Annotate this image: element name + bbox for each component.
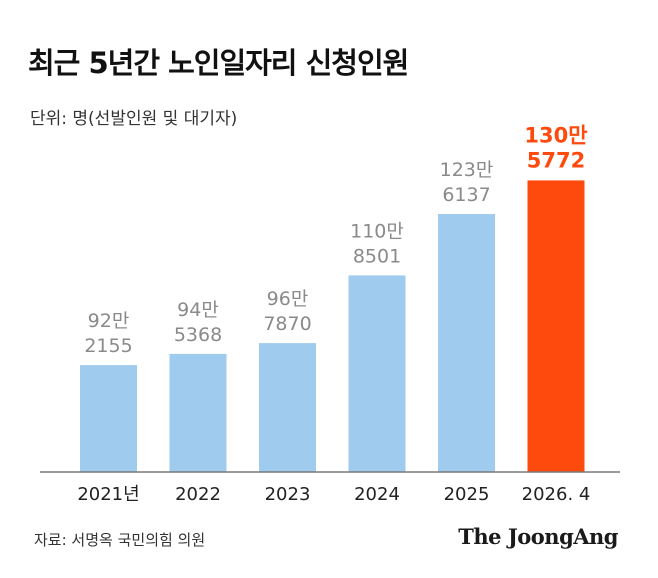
bars-group [80, 180, 585, 472]
bar-value-label: 92만 [88, 310, 130, 332]
bar-value-label: 7870 [263, 313, 311, 335]
bar [80, 365, 137, 472]
source-note: 자료: 서명옥 국민의힘 의원 [34, 531, 206, 549]
bar-value-label: 5772 [527, 148, 585, 172]
value-labels-group: 92만 2155 94만 5368 96만 7870 110만 8501 123만 6137 130… [84, 123, 587, 357]
publisher-logo: The JoongAng [458, 524, 618, 549]
bar [438, 214, 495, 472]
bar-value-label: 5368 [174, 324, 222, 346]
bar-value-label: 110만 [350, 220, 404, 242]
bar [169, 353, 227, 472]
category-labels-group: 2021년 2022 2023 2024 2025 2026. 4 [77, 484, 590, 505]
x-tick-label: 2025 [444, 484, 490, 505]
bar-value-label: 8501 [353, 245, 401, 267]
bar-value-label: 96만 [267, 288, 309, 310]
bar [527, 180, 585, 472]
bar-value-label: 6137 [442, 184, 490, 206]
unit-label: 단위: 명(선발인원 및 대기자) [30, 109, 238, 129]
bar-value-label: 130만 [524, 123, 587, 147]
x-tick-label: 2026. 4 [522, 484, 591, 505]
bar-value-label: 123만 [440, 159, 494, 181]
x-tick-label: 2021년 [77, 484, 139, 505]
bar [259, 343, 316, 472]
bar-value-label: 2155 [84, 335, 132, 357]
chart-title: 최근 5년간 노인일자리 신청인원 [28, 46, 409, 80]
bar-value-label: 94만 [177, 299, 219, 321]
x-tick-label: 2023 [265, 484, 311, 505]
bar [348, 275, 406, 472]
x-tick-label: 2022 [175, 484, 221, 505]
x-tick-label: 2024 [354, 484, 400, 505]
